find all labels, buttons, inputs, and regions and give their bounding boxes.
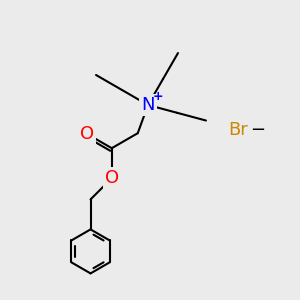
Text: O: O (80, 125, 94, 143)
Text: N: N (141, 96, 155, 114)
Text: +: + (153, 89, 163, 103)
Text: −: − (250, 121, 265, 139)
Text: Br: Br (228, 121, 248, 139)
Text: O: O (105, 169, 119, 187)
